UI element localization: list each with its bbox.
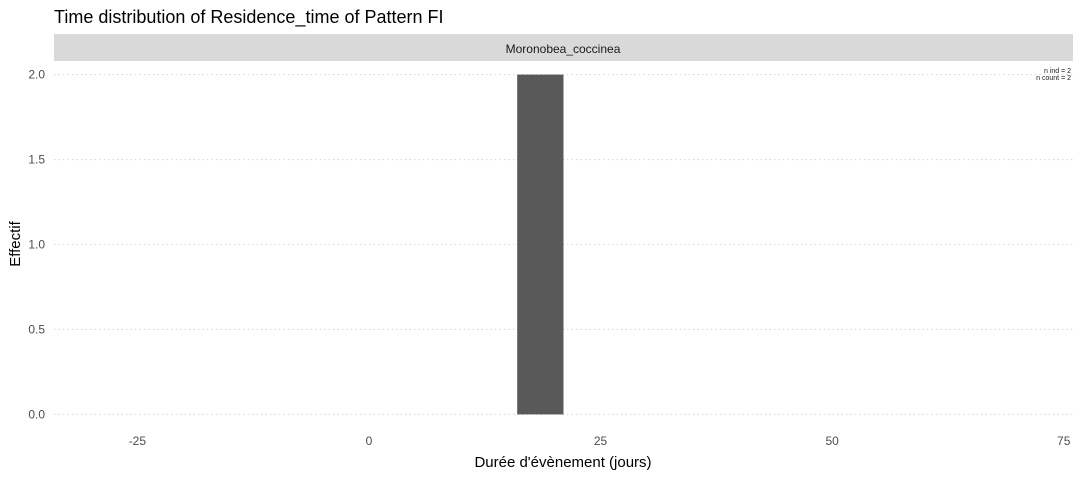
y-tick-labels: 0.0 0.5 1.0 1.5 2.0 [28,68,45,422]
y-tick-label-0: 0.0 [28,407,45,421]
annotation-n-count: n count = 2 [1036,75,1071,82]
x-tick-label-0: -25 [129,434,147,448]
x-tick-label-3: 50 [825,434,839,448]
y-axis-title: Effectif [7,220,24,266]
facet-strip-label: Moronobea_coccinea [506,42,621,56]
bar-0 [517,74,564,415]
y-tick-label-4: 2.0 [28,68,45,82]
chart-title: Time distribution of Residence_time of P… [54,7,444,28]
bars [517,74,564,415]
annotation-n-ind: n ind = 2 [1044,68,1071,75]
y-tick-label-1: 0.5 [28,322,45,336]
x-tick-label-2: 25 [594,434,608,448]
x-tick-label-1: 0 [366,434,373,448]
x-tick-labels: -25 0 25 50 75 [129,434,1071,448]
facet-strip [54,34,1073,61]
y-tick-label-2: 1.0 [28,238,45,252]
x-axis-title: Durée d'évènement (jours) [474,454,651,471]
x-tick-label-4: 75 [1057,434,1071,448]
y-tick-label-3: 1.5 [28,153,45,167]
